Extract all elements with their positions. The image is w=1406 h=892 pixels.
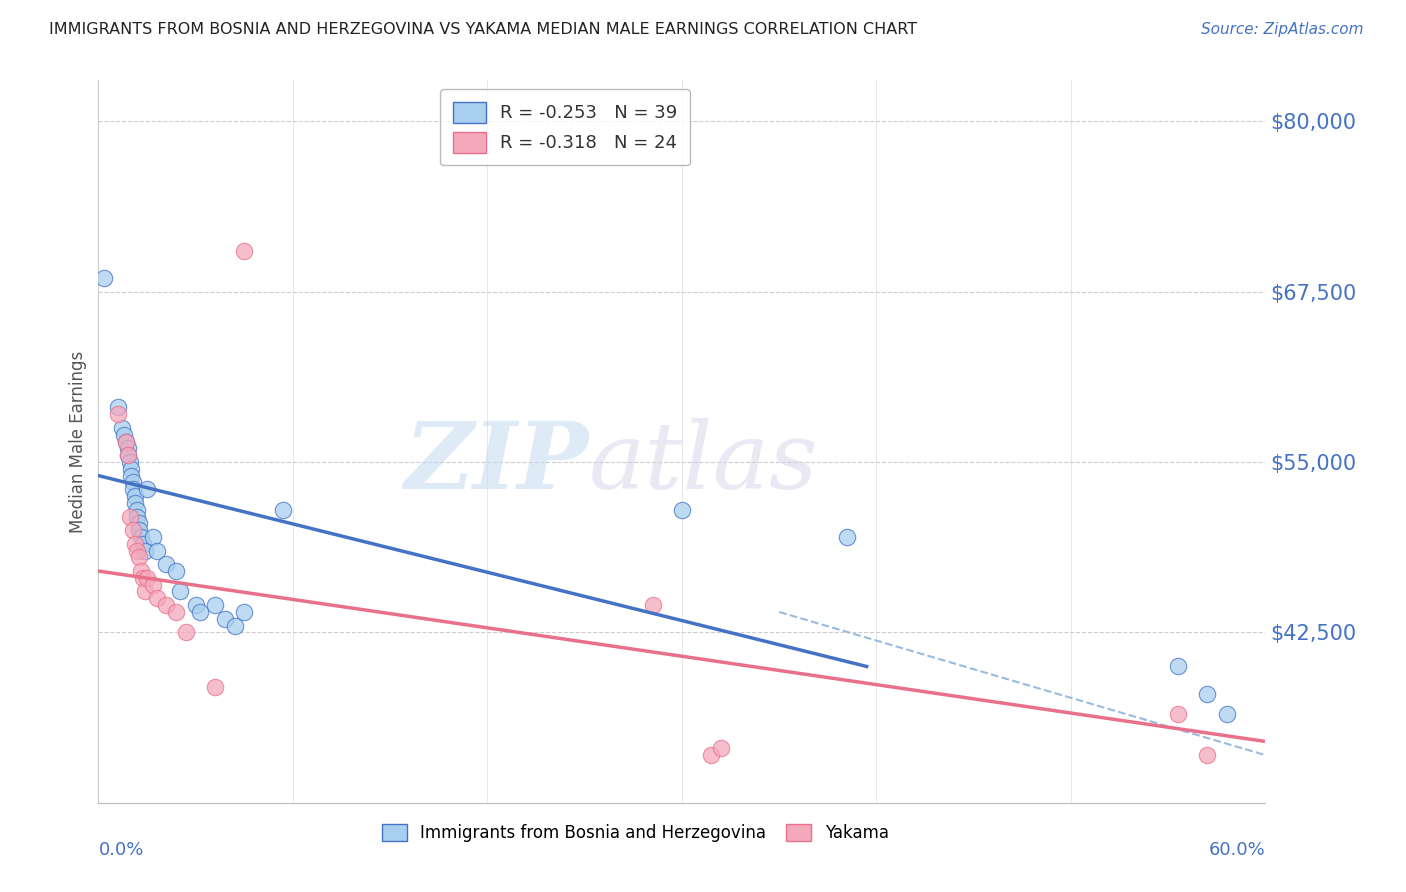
Point xyxy=(129,564,152,578)
Point xyxy=(146,591,169,606)
Point xyxy=(671,502,693,516)
Point xyxy=(700,748,723,763)
Point xyxy=(114,434,136,449)
Point xyxy=(128,550,150,565)
Point xyxy=(204,598,226,612)
Text: atlas: atlas xyxy=(589,418,818,508)
Point xyxy=(155,558,177,572)
Point xyxy=(184,598,207,612)
Point xyxy=(114,434,136,449)
Point xyxy=(169,584,191,599)
Point xyxy=(124,489,146,503)
Legend: Immigrants from Bosnia and Herzegovina, Yakama: Immigrants from Bosnia and Herzegovina, … xyxy=(375,817,896,848)
Point xyxy=(132,571,155,585)
Point xyxy=(122,523,145,537)
Point xyxy=(121,462,143,476)
Point xyxy=(165,564,187,578)
Point xyxy=(124,537,146,551)
Point xyxy=(129,530,152,544)
Point xyxy=(165,605,187,619)
Point xyxy=(128,516,150,531)
Point xyxy=(710,741,733,756)
Point xyxy=(174,625,197,640)
Point xyxy=(111,421,134,435)
Point xyxy=(224,618,246,632)
Point xyxy=(122,482,145,496)
Text: Source: ZipAtlas.com: Source: ZipAtlas.com xyxy=(1201,22,1364,37)
Point xyxy=(117,448,139,462)
Point xyxy=(837,530,859,544)
Point xyxy=(233,605,256,619)
Point xyxy=(124,496,146,510)
Point xyxy=(188,605,211,619)
Point xyxy=(1167,659,1189,673)
Point xyxy=(142,577,165,591)
Point xyxy=(112,427,135,442)
Point xyxy=(122,475,145,490)
Text: 0.0%: 0.0% xyxy=(98,841,143,859)
Point xyxy=(127,502,149,516)
Point xyxy=(155,598,177,612)
Point xyxy=(134,543,156,558)
Point xyxy=(118,455,141,469)
Y-axis label: Median Male Earnings: Median Male Earnings xyxy=(69,351,87,533)
Text: IMMIGRANTS FROM BOSNIA AND HERZEGOVINA VS YAKAMA MEDIAN MALE EARNINGS CORRELATIO: IMMIGRANTS FROM BOSNIA AND HERZEGOVINA V… xyxy=(49,22,917,37)
Text: 60.0%: 60.0% xyxy=(1209,841,1265,859)
Point xyxy=(271,502,294,516)
Point xyxy=(132,537,155,551)
Point xyxy=(128,523,150,537)
Point xyxy=(107,407,129,421)
Point xyxy=(127,543,149,558)
Point xyxy=(127,509,149,524)
Point xyxy=(214,612,236,626)
Point xyxy=(136,482,159,496)
Point xyxy=(1167,707,1189,722)
Point xyxy=(93,271,115,285)
Point xyxy=(1215,707,1237,722)
Point xyxy=(146,543,169,558)
Point xyxy=(204,680,226,694)
Point xyxy=(136,571,159,585)
Point xyxy=(641,598,664,612)
Point xyxy=(134,584,156,599)
Point xyxy=(1195,748,1218,763)
Point xyxy=(233,244,256,258)
Point xyxy=(117,442,139,456)
Point xyxy=(121,468,143,483)
Point xyxy=(107,401,129,415)
Point xyxy=(117,448,139,462)
Point xyxy=(142,530,165,544)
Text: ZIP: ZIP xyxy=(405,418,589,508)
Point xyxy=(118,509,141,524)
Point xyxy=(1195,687,1218,701)
